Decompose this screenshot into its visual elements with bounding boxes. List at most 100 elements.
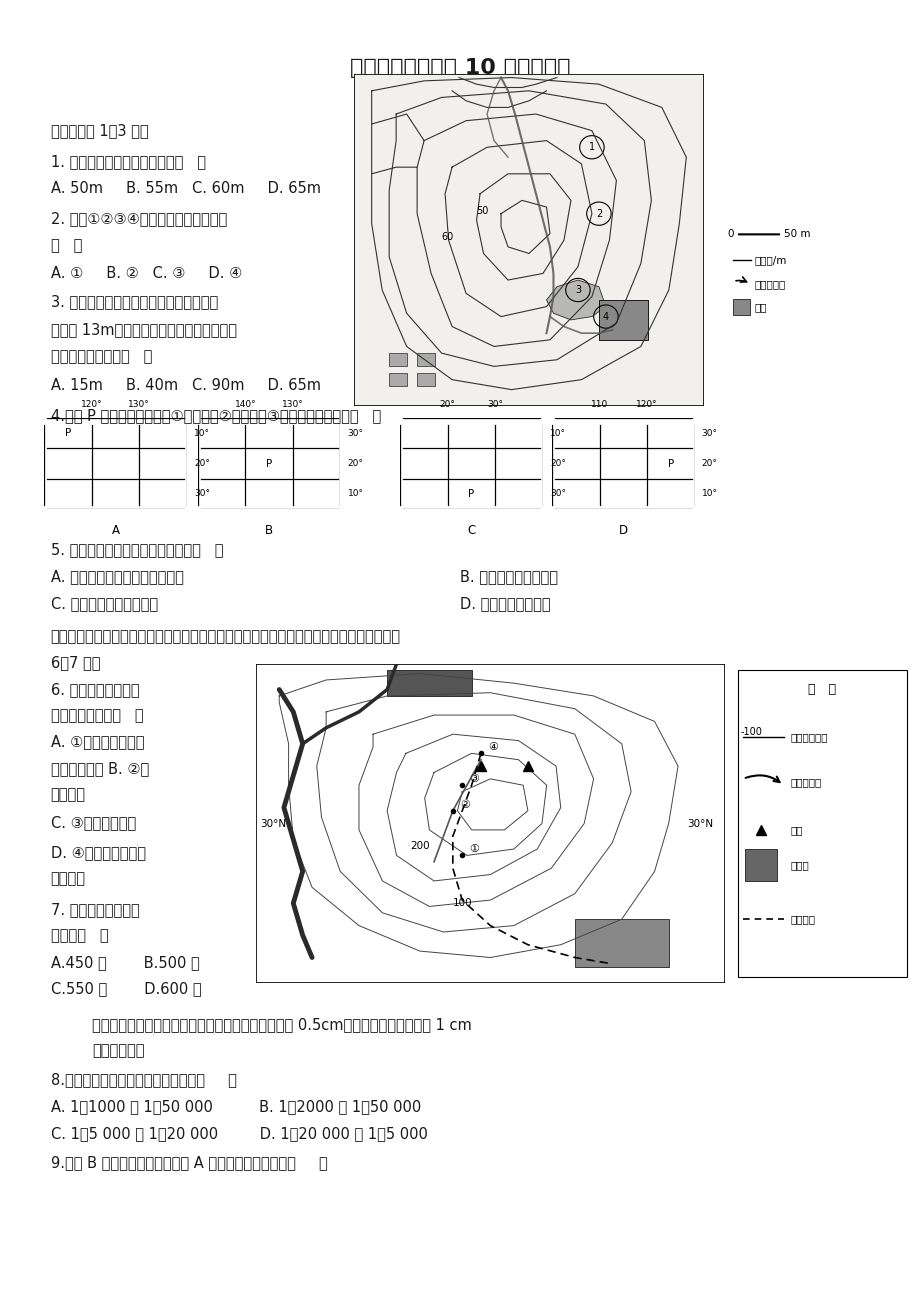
Text: 1: 1 xyxy=(588,142,595,152)
Bar xyxy=(732,299,749,315)
Text: 10°: 10° xyxy=(347,490,363,499)
Text: P: P xyxy=(667,458,674,469)
Text: 120°: 120° xyxy=(636,400,657,409)
Text: A.450 米        B.500 米: A.450 米 B.500 米 xyxy=(51,954,199,970)
Text: A: A xyxy=(111,525,119,538)
Text: 考察路线: 考察路线 xyxy=(789,914,815,924)
Text: 130°: 130° xyxy=(282,400,303,409)
Text: 等高线/m: 等高线/m xyxy=(754,255,786,266)
Text: 坡度最陡: 坡度最陡 xyxy=(51,786,85,802)
Text: C. ③地分布有茶园: C. ③地分布有茶园 xyxy=(51,815,136,831)
Text: ③: ③ xyxy=(469,775,479,784)
Text: 130°: 130° xyxy=(129,400,150,409)
Text: A. 15m     B. 40m   C. 90m     D. 65m: A. 15m B. 40m C. 90m D. 65m xyxy=(51,378,320,393)
Text: A. 所有经线都与本初子午线平行: A. 所有经线都与本初子午线平行 xyxy=(51,569,183,585)
Text: 4: 4 xyxy=(602,311,608,322)
Text: 10°: 10° xyxy=(194,428,210,437)
Text: 。读图回答。: 。读图回答。 xyxy=(92,1043,144,1059)
Text: ④: ④ xyxy=(487,742,497,753)
Text: 30°N: 30°N xyxy=(260,819,286,828)
Bar xyxy=(598,299,647,340)
Text: A. 1：1000 和 1：50 000          B. 1：2000 和 1：50 000: A. 1：1000 和 1：50 000 B. 1：2000 和 1：50 00… xyxy=(51,1099,420,1115)
Text: 等高线（米）: 等高线（米） xyxy=(789,733,827,742)
Text: 某校研究性学习小组到野外考察。下图为考察区域地形图，虚线所示为考察线路。读图回答: 某校研究性学习小组到野外考察。下图为考察区域地形图，虚线所示为考察线路。读图回答 xyxy=(51,629,400,644)
Text: （   ）: （ ） xyxy=(51,238,82,254)
Text: 50 m: 50 m xyxy=(783,229,810,240)
Text: 30°: 30° xyxy=(487,400,503,409)
Text: 120°: 120° xyxy=(81,400,102,409)
Text: 新津中学高二地理 10 月月考试题: 新津中学高二地理 10 月月考试题 xyxy=(349,57,570,78)
Text: 30°N: 30°N xyxy=(686,819,713,828)
Bar xyxy=(416,353,434,366)
Text: 110: 110 xyxy=(590,400,607,409)
Polygon shape xyxy=(546,280,606,320)
Text: 30°: 30° xyxy=(550,490,565,499)
Text: 20°: 20° xyxy=(347,460,363,467)
Text: 河流、瀑布: 河流、瀑布 xyxy=(789,777,821,786)
Text: B: B xyxy=(265,525,273,538)
Text: 20°: 20° xyxy=(701,460,717,467)
Text: A. 50m     B. 55m   C. 60m     D. 65m: A. 50m B. 55m C. 60m D. 65m xyxy=(51,181,320,197)
Text: C. 1：5 000 和 1：20 000         D. 1：20 000 和 1：5 000: C. 1：5 000 和 1：20 000 D. 1：20 000 和 1：5 … xyxy=(51,1126,427,1142)
Text: 5. 关于经线和纬线的叙述正确的是（   ）: 5. 关于经线和纬线的叙述正确的是（ ） xyxy=(51,542,223,557)
Text: 0: 0 xyxy=(727,229,733,240)
Text: 地情况相符的是（   ）: 地情况相符的是（ ） xyxy=(51,708,143,724)
Text: ②: ② xyxy=(460,799,470,810)
Text: 9.图中 B 点的绝对高度和相对于 A 点的相对高度分别是（     ）: 9.图中 B 点的绝对高度和相对于 A 点的相对高度分别是（ ） xyxy=(51,1155,327,1170)
Text: C. 经线和纬线都长度相等: C. 经线和纬线都长度相等 xyxy=(51,596,157,612)
Text: 30°: 30° xyxy=(194,490,210,499)
Text: 山峰: 山峰 xyxy=(789,825,802,835)
Text: 西南流向东北 B. ②低: 西南流向东北 B. ②低 xyxy=(51,760,149,776)
Text: 坝处的坝顶长度约（   ）: 坝处的坝顶长度约（ ） xyxy=(51,349,152,365)
Text: 10°: 10° xyxy=(550,428,565,437)
Text: 3. 在图示区域内拟建一座小型水库，设计: 3. 在图示区域内拟建一座小型水库，设计 xyxy=(51,294,218,310)
Text: 居民点: 居民点 xyxy=(789,861,809,870)
Text: A. ①     B. ②   C. ③     D. ④: A. ① B. ② C. ③ D. ④ xyxy=(51,266,242,281)
Bar xyxy=(574,919,668,967)
Text: 下图是某地的地形剖面图，其中纵坐标的划分间隔为 0.5cm，横坐标的划分间隔为 1 cm: 下图是某地的地形剖面图，其中纵坐标的划分间隔为 0.5cm，横坐标的划分间隔为 … xyxy=(92,1017,471,1032)
Text: 3: 3 xyxy=(574,285,581,296)
Text: 6～7 题。: 6～7 题。 xyxy=(51,655,100,671)
Text: 20°: 20° xyxy=(194,460,210,467)
Text: 10°: 10° xyxy=(701,490,717,499)
Bar xyxy=(387,671,471,695)
Text: 100: 100 xyxy=(452,898,472,909)
Text: P: P xyxy=(468,488,474,499)
Text: ①: ① xyxy=(469,844,479,854)
Text: 河流、池塘: 河流、池塘 xyxy=(754,279,785,289)
Text: D. 纬线指示南北方向: D. 纬线指示南北方向 xyxy=(460,596,550,612)
Text: 4.图中 P 点位置，同时符合①东半球；②北半球；③热带三个条件的是（   ）: 4.图中 P 点位置，同时符合①东半球；②北半球；③热带三个条件的是（ ） xyxy=(51,408,380,423)
Bar xyxy=(389,353,406,366)
Text: 30°: 30° xyxy=(701,428,717,437)
Text: 读图，完成 1～3 题。: 读图，完成 1～3 题。 xyxy=(51,122,148,138)
Text: 6. 下列描述可能与实: 6. 下列描述可能与实 xyxy=(51,682,139,698)
Text: 60: 60 xyxy=(441,232,453,242)
Text: -100: -100 xyxy=(740,728,762,737)
Text: P: P xyxy=(64,428,71,439)
Text: 140°: 140° xyxy=(234,400,255,409)
Text: D. ④地是观赏瀑布的: D. ④地是观赏瀑布的 xyxy=(51,845,145,861)
Text: 2: 2 xyxy=(596,208,601,219)
Text: A. ①地附近的河流从: A. ①地附近的河流从 xyxy=(51,734,144,750)
Text: 30°: 30° xyxy=(347,428,363,437)
Text: 50: 50 xyxy=(476,206,488,216)
Bar xyxy=(744,849,776,881)
Text: 200: 200 xyxy=(410,841,430,852)
Text: 可能是（   ）: 可能是（ ） xyxy=(51,928,108,944)
Text: D: D xyxy=(618,525,627,538)
Text: B. 纬度越低，纬线越长: B. 纬度越低，纬线越长 xyxy=(460,569,558,585)
Text: C.550 米        D.600 米: C.550 米 D.600 米 xyxy=(51,980,201,996)
Text: 最佳位置: 最佳位置 xyxy=(51,871,85,887)
Text: 1. 图示区域内最大高差可能为（   ）: 1. 图示区域内最大高差可能为（ ） xyxy=(51,154,205,169)
Text: 2. 图中①②③④附近河水流速最快的是: 2. 图中①②③④附近河水流速最快的是 xyxy=(51,211,227,227)
Text: 8.图中的垂直比例和水平比例分别是（     ）: 8.图中的垂直比例和水平比例分别是（ ） xyxy=(51,1072,236,1087)
Text: 坝高约 13m。若仅考虑地形因素，最适宜建: 坝高约 13m。若仅考虑地形因素，最适宜建 xyxy=(51,322,236,337)
Text: P: P xyxy=(266,458,272,469)
Text: 图   例: 图 例 xyxy=(808,684,835,697)
Bar xyxy=(416,372,434,387)
Text: 7. 该考察线路的高差: 7. 该考察线路的高差 xyxy=(51,902,139,918)
Bar xyxy=(389,372,406,387)
Text: 20°: 20° xyxy=(550,460,565,467)
Text: 聚落: 聚落 xyxy=(754,302,766,312)
Text: C: C xyxy=(467,525,475,538)
